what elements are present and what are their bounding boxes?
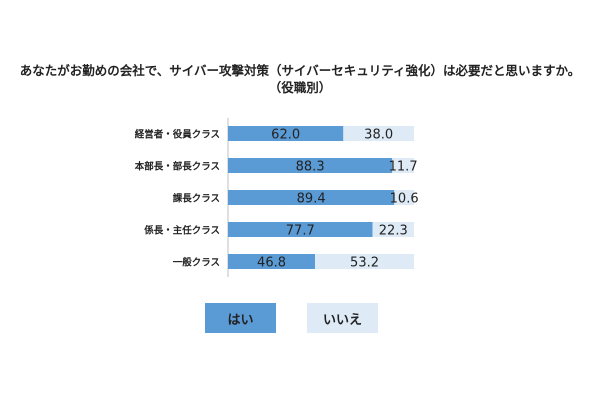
bar-no [372, 222, 414, 237]
data-label-yes: 89.4 [297, 192, 326, 207]
bar-no [315, 254, 414, 269]
bar-no [394, 190, 414, 205]
bar-yes [228, 254, 316, 269]
data-label-no: 22.3 [379, 224, 408, 239]
category-label: 経営者・役員クラス [135, 129, 220, 141]
chart-title-line2: （役職別） [268, 80, 332, 95]
bar-no [392, 158, 414, 173]
chart-title: あなたがお勤めの会社で、サイバー攻撃対策（サイバーセキュリティ強化）は必要だと思… [0, 62, 600, 96]
data-label-yes: 88.3 [296, 160, 325, 175]
bar-yes [228, 190, 395, 205]
category-label: 課長クラス [173, 193, 220, 205]
data-label-yes: 62.0 [271, 128, 300, 143]
data-label-no: 10.6 [390, 192, 419, 207]
legend-yes: はい [205, 303, 276, 333]
bar-yes [228, 158, 393, 173]
legend-yes-label: はい [227, 312, 254, 328]
category-label: 係長・主任クラス [144, 225, 220, 237]
data-label-yes: 77.7 [286, 224, 315, 239]
data-label-yes: 46.8 [257, 256, 286, 271]
category-label: 一般クラス [173, 257, 220, 269]
data-label-no: 38.0 [364, 128, 393, 143]
bar-yes [228, 222, 373, 237]
data-label-no: 11.7 [389, 160, 418, 175]
legend-no: いいえ [307, 303, 378, 333]
bar-no [343, 126, 414, 141]
bar-yes [228, 126, 344, 141]
chart-title-line1: あなたがお勤めの会社で、サイバー攻撃対策（サイバーセキュリティ強化）は必要だと思… [19, 63, 581, 78]
data-label-no: 53.2 [350, 256, 379, 271]
legend-no-label: いいえ [322, 312, 362, 328]
category-label: 本部長・部長クラス [135, 161, 220, 173]
